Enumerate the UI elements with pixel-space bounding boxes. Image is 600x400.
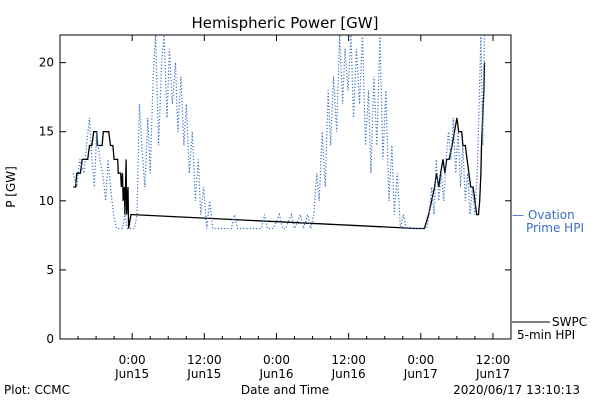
legend-swpc-line1: SWPC	[552, 315, 587, 329]
series-ovation-prime-line	[72, 35, 486, 231]
footer-timestamp: 2020/06/17 13:10:13	[453, 383, 580, 397]
y-tick-label: 15	[39, 125, 54, 139]
footer-plot-credit: Plot: CCMC	[4, 383, 70, 397]
x-tick-label-time: 0:00	[263, 353, 290, 367]
y-tick-label: 0	[46, 332, 54, 346]
x-tick-label-time: 12:00	[476, 353, 511, 367]
y-tick-label: 20	[39, 56, 54, 70]
legend-ovation-line2: Prime HPI	[526, 221, 584, 235]
x-tick-label-time: 12:00	[187, 353, 222, 367]
y-tick-label: 5	[46, 263, 54, 277]
x-tick-label-date: Jun16	[331, 367, 366, 381]
plot-area	[59, 34, 512, 340]
series-swpc-line	[73, 62, 486, 230]
x-tick-label-date: Jun15	[114, 367, 149, 381]
x-tick-label-time: 0:00	[119, 353, 146, 367]
x-tick-label-date: Jun17	[475, 367, 510, 381]
legend-ovation-line1: — Ovation	[512, 208, 575, 222]
y-tick-label: 10	[39, 194, 54, 208]
x-tick-label-time: 0:00	[407, 353, 434, 367]
x-tick-label-date: Jun16	[258, 367, 293, 381]
y-axis-label: P [GW]	[4, 166, 18, 208]
x-tick-label-date: Jun17	[403, 367, 438, 381]
x-axis-label: Date and Time	[241, 383, 329, 397]
x-tick-label-date: Jun15	[186, 367, 221, 381]
chart-title: Hemispheric Power [GW]	[192, 14, 379, 32]
x-tick-label-time: 12:00	[331, 353, 366, 367]
legend-swpc-line2: 5-min HPI	[517, 328, 575, 342]
